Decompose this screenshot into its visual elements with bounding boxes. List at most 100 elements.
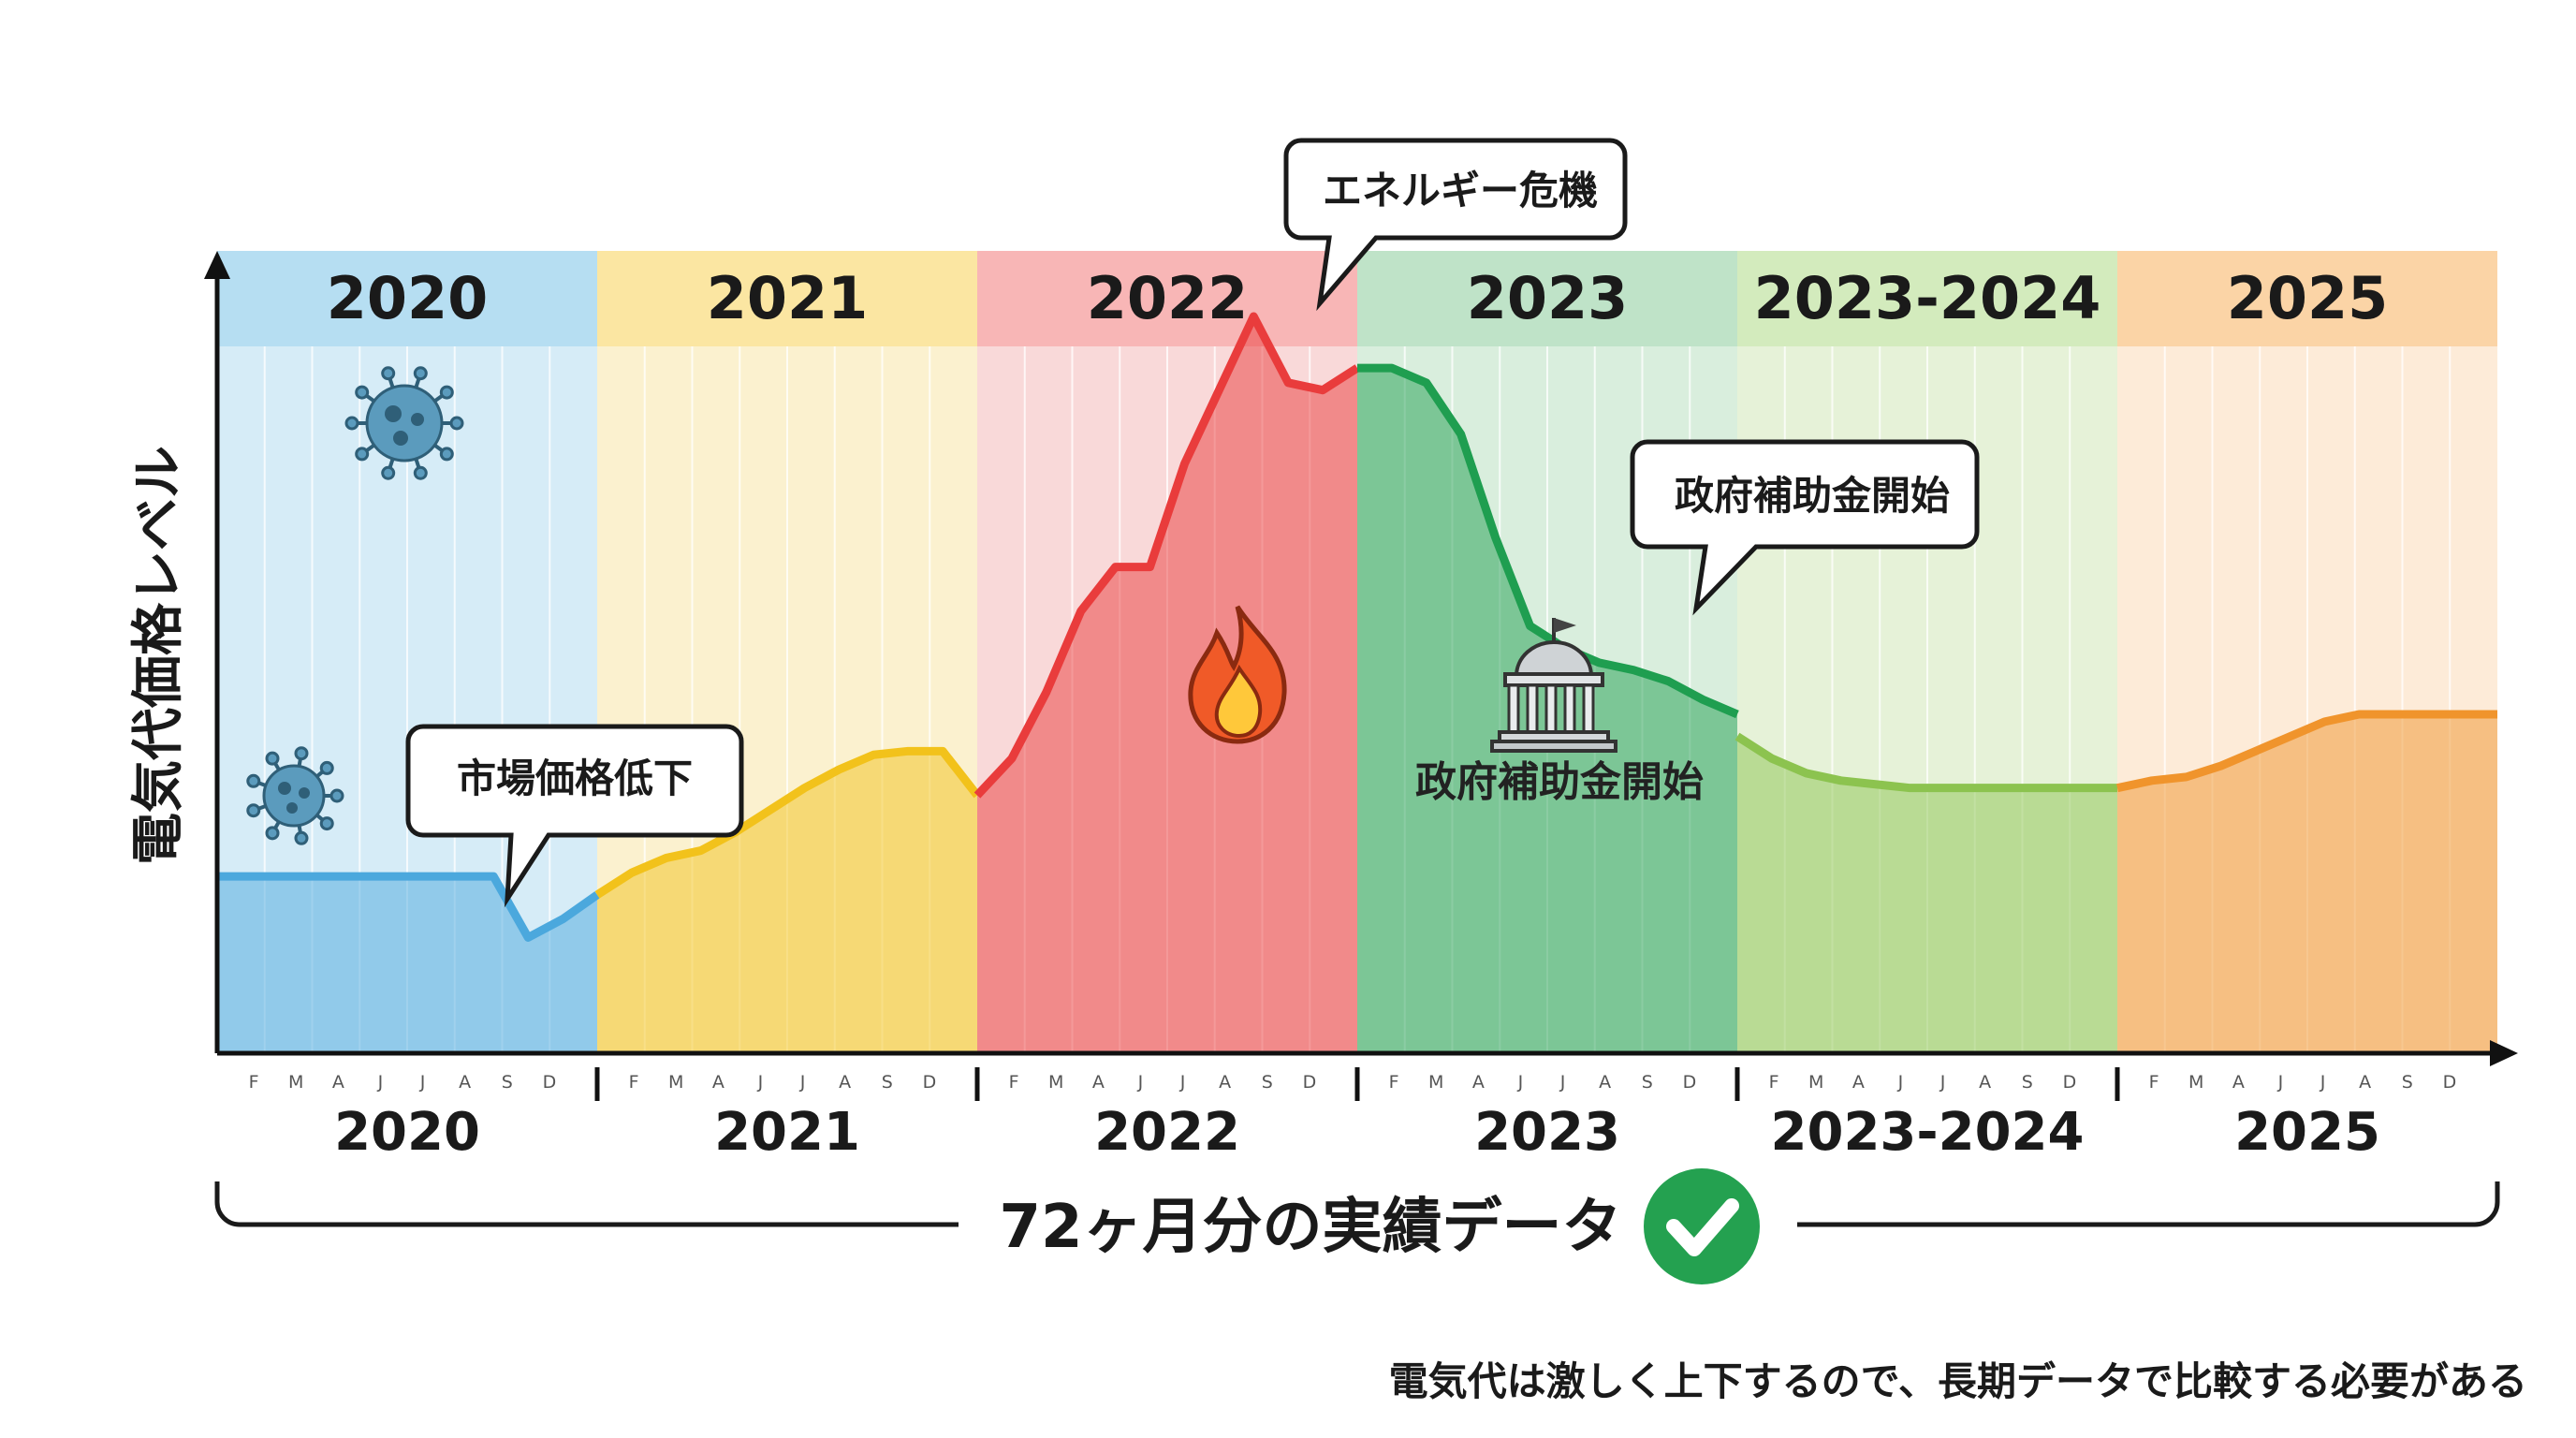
- month-tick-label: A: [839, 1072, 851, 1093]
- month-tick-label: S: [2402, 1072, 2413, 1093]
- year-header-label: 2020: [327, 264, 489, 332]
- year-footer-label: 2023-2024: [1771, 1102, 2085, 1163]
- month-tick-label: J: [1137, 1072, 1144, 1093]
- month-tick-label: S: [2022, 1072, 2033, 1093]
- month-tick-label: J: [377, 1072, 384, 1093]
- month-tick-label: F: [629, 1072, 639, 1093]
- footnote: 電気代は激しく上下するので、長期データで比較する必要がある: [1389, 1358, 2527, 1404]
- year-footer-label: 2025: [2234, 1102, 2380, 1163]
- month-tick-label: D: [923, 1072, 937, 1093]
- month-tick-label: J: [1897, 1072, 1904, 1093]
- month-tick-label: F: [249, 1072, 259, 1093]
- month-tick-label: A: [2232, 1072, 2245, 1093]
- year-header-label: 2025: [2227, 264, 2389, 332]
- month-tick-label: J: [2320, 1072, 2326, 1093]
- month-tick-label: J: [1517, 1072, 1524, 1093]
- month-tick-label: M: [1808, 1072, 1823, 1093]
- line-2020: [217, 872, 600, 942]
- government-building-icon: [1490, 618, 1617, 753]
- year-header-band: [977, 251, 1357, 346]
- month-tick-label: J: [757, 1072, 764, 1093]
- line-2025: [2116, 710, 2497, 793]
- area-2022: [977, 316, 1357, 1053]
- month-tick-label: M: [288, 1072, 303, 1093]
- month-tick-label: F: [1769, 1072, 1779, 1093]
- area-2020: [217, 876, 597, 1053]
- month-tick-label: D: [2063, 1072, 2077, 1093]
- month-tick-label: F: [2149, 1072, 2159, 1093]
- series-lines: [217, 312, 2497, 942]
- month-tick-label: S: [1262, 1072, 1273, 1093]
- month-tick-label: M: [1428, 1072, 1443, 1093]
- month-tick-label: A: [1472, 1072, 1485, 1093]
- year-header-band: [2117, 251, 2497, 346]
- month-tick-label: D: [2443, 1072, 2457, 1093]
- line-2023: [1357, 363, 1739, 719]
- year-header-band: [217, 251, 597, 346]
- month-tick-label: F: [1009, 1072, 1019, 1093]
- axes: [204, 251, 2518, 1066]
- year-header-label: 2022: [1087, 264, 1249, 332]
- callout-subsidy: 政府補助金開始: [1630, 439, 1980, 616]
- line-2022: [973, 312, 1360, 799]
- area-2021: [597, 751, 977, 1053]
- month-tick-label: D: [1303, 1072, 1317, 1093]
- y-axis-label: 電気代価格レベル: [128, 446, 189, 865]
- month-tick-label: A: [1092, 1072, 1105, 1093]
- span-bracket: [214, 1181, 2500, 1227]
- callout-subsidy-text: 政府補助金開始: [1675, 473, 1950, 519]
- year-header-band: [597, 251, 977, 346]
- year-header-label: 2023: [1467, 264, 1629, 332]
- subsidy-inline-label: 政府補助金開始: [1415, 758, 1704, 806]
- line-2023-2024: [1734, 732, 2117, 793]
- callout-market-drop: 市場価格低下: [405, 724, 744, 908]
- year-footer-label: 2023: [1474, 1102, 1620, 1163]
- check-circle-icon: [1644, 1168, 1760, 1284]
- year-header-band: [1357, 251, 1737, 346]
- callout-energy-crisis-text: エネルギー危機: [1323, 168, 1598, 213]
- year-header-labels: 2020 2021 2022 2023 2023-2024 2025: [327, 264, 2389, 332]
- month-tick-label: A: [2359, 1072, 2371, 1093]
- month-tick-label: A: [1599, 1072, 1611, 1093]
- fire-icon: [1188, 605, 1287, 744]
- month-tick-label: A: [1219, 1072, 1231, 1093]
- y-axis-arrow: [204, 251, 230, 279]
- year-footer-label: 2020: [334, 1102, 480, 1163]
- line-2021: [594, 746, 981, 899]
- year-header-label: 2023-2024: [1754, 264, 2101, 332]
- area-2023-2024: [1737, 736, 2117, 1053]
- virus-icon: [246, 746, 344, 845]
- segment-dividers: [594, 1067, 2120, 1101]
- year-header-band: [1737, 251, 2117, 346]
- span-label: 72ヶ月分の実績データ: [999, 1193, 1621, 1262]
- month-tick-label: M: [2188, 1072, 2203, 1093]
- month-tick-label: J: [799, 1072, 806, 1093]
- month-tick-label: S: [882, 1072, 893, 1093]
- month-tick-label: A: [712, 1072, 724, 1093]
- month-tick-label: D: [1683, 1072, 1697, 1093]
- month-tick-label: A: [332, 1072, 344, 1093]
- month-tick-label: S: [1642, 1072, 1653, 1093]
- month-tick-label: J: [1939, 1072, 1946, 1093]
- month-tick-label: A: [459, 1072, 471, 1093]
- month-tick-label: M: [668, 1072, 683, 1093]
- month-tick-label: M: [1048, 1072, 1063, 1093]
- area-2025: [2117, 713, 2497, 1053]
- virus-icon: [344, 366, 464, 480]
- x-axis-arrow: [2490, 1040, 2518, 1066]
- year-footer-label: 2022: [1094, 1102, 1240, 1163]
- month-tick-label: D: [543, 1072, 557, 1093]
- year-footer-labels: 2020 2021 2022 2023 2023-2024 2025: [334, 1102, 2380, 1163]
- year-header-label: 2021: [707, 264, 869, 332]
- callout-energy-crisis: エネルギー危機: [1283, 138, 1628, 312]
- month-tick-label: J: [419, 1072, 426, 1093]
- month-tick-label: A: [1852, 1072, 1865, 1093]
- month-tick-label: F: [1389, 1072, 1399, 1093]
- month-tick-label: S: [502, 1072, 513, 1093]
- month-tick-label: J: [1179, 1072, 1186, 1093]
- month-tick-label: J: [2277, 1072, 2284, 1093]
- year-footer-label: 2021: [714, 1102, 860, 1163]
- callout-market-drop-text: 市場価格低下: [457, 756, 693, 801]
